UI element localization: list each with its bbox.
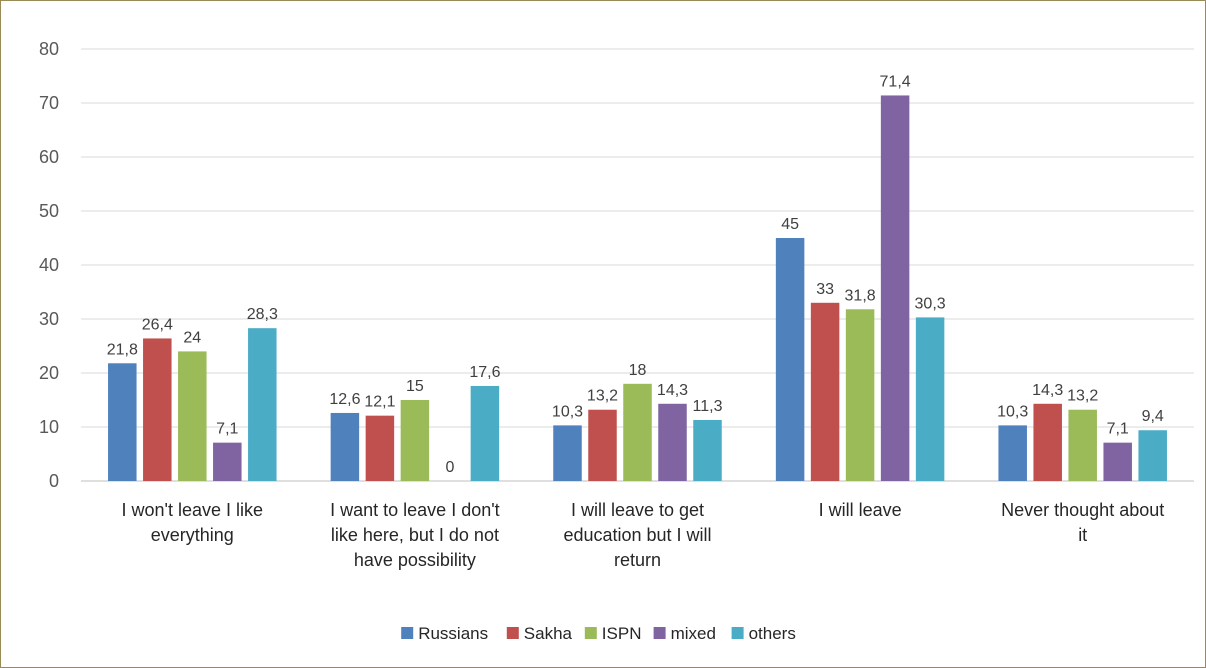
category-label: like here, but I do not [331, 525, 499, 545]
y-tick-label: 60 [39, 147, 59, 167]
data-label: 7,1 [1107, 421, 1129, 438]
y-tick-label: 10 [39, 417, 59, 437]
bar [108, 363, 137, 481]
data-label: 26,4 [142, 316, 173, 333]
data-label: 12,1 [364, 394, 395, 411]
bar [810, 302, 840, 481]
y-tick-label: 50 [39, 201, 59, 221]
data-label: 9,4 [1142, 408, 1164, 425]
data-label: 28,3 [247, 306, 278, 323]
bar [693, 419, 722, 481]
bar [400, 400, 430, 481]
data-label: 10,3 [997, 403, 1028, 420]
bar [1068, 409, 1097, 481]
data-label: 33 [816, 281, 834, 298]
y-tick-label: 30 [39, 309, 59, 329]
data-label: 15 [406, 378, 424, 395]
category-label: have possibility [354, 550, 476, 570]
category-label: I will leave [819, 500, 902, 520]
y-tick-label: 0 [49, 471, 59, 491]
data-label: 17,6 [469, 364, 500, 381]
data-label: 0 [445, 459, 454, 476]
category-label: I want to leave I don't [330, 500, 500, 520]
legend-label: ISPN [602, 624, 642, 643]
legend-label: mixed [671, 624, 716, 643]
legend-label: others [749, 624, 796, 643]
data-label: 14,3 [1032, 382, 1063, 399]
legend-swatch [653, 627, 666, 639]
y-tick-label: 70 [39, 93, 59, 113]
bar [143, 338, 172, 481]
data-label: 30,3 [915, 295, 946, 312]
bar [330, 412, 360, 481]
bar [553, 425, 582, 481]
bar [365, 415, 395, 481]
bar [1033, 403, 1062, 481]
data-label: 7,1 [216, 421, 238, 438]
category-label: Never thought about [1001, 500, 1164, 520]
data-label: 24 [183, 329, 201, 346]
category-label: return [614, 550, 661, 570]
bar [775, 238, 805, 481]
bar [1138, 430, 1167, 481]
bar [845, 309, 875, 481]
legend-swatch [401, 627, 414, 639]
data-label: 12,6 [329, 391, 360, 408]
data-label: 21,8 [107, 341, 138, 358]
category-label: I will leave to get [571, 500, 704, 520]
bar [915, 317, 945, 481]
legend-swatch [731, 627, 744, 639]
bar [470, 385, 500, 481]
bar [248, 328, 277, 481]
bar [658, 403, 687, 481]
y-tick-label: 40 [39, 255, 59, 275]
data-label: 13,2 [1067, 388, 1098, 405]
category-label: I won't leave I like [122, 500, 264, 520]
bar [998, 425, 1027, 481]
data-label: 14,3 [657, 382, 688, 399]
y-tick-label: 20 [39, 363, 59, 383]
data-label: 10,3 [552, 403, 583, 420]
data-label: 45 [781, 216, 799, 233]
bar [1103, 442, 1132, 481]
legend-label: Russians [418, 624, 488, 643]
bar [623, 383, 652, 481]
data-label: 71,4 [880, 73, 911, 90]
bar [588, 409, 617, 481]
bar [178, 351, 207, 481]
data-label: 31,8 [845, 287, 876, 304]
data-label: 11,3 [693, 398, 723, 415]
category-label: education but I will [563, 525, 711, 545]
category-label: it [1078, 525, 1087, 545]
y-tick-label: 80 [39, 39, 59, 59]
data-label: 18 [629, 362, 647, 379]
bar [213, 442, 242, 481]
legend-swatch [506, 627, 519, 639]
data-label: 13,2 [587, 388, 618, 405]
legend-label: Sakha [524, 624, 573, 643]
bar [880, 95, 910, 481]
category-label: everything [151, 525, 234, 545]
legend-swatch [584, 627, 597, 639]
